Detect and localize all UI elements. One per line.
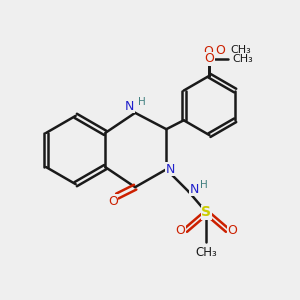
Text: O: O <box>176 224 185 237</box>
Text: H: H <box>200 180 208 190</box>
Text: O: O <box>108 195 118 208</box>
Text: N: N <box>125 100 134 113</box>
Text: S: S <box>202 206 212 219</box>
Text: O: O <box>215 44 225 57</box>
Text: O: O <box>205 52 214 65</box>
Text: CH₃: CH₃ <box>233 54 254 64</box>
Text: CH₃: CH₃ <box>196 246 217 259</box>
Text: N: N <box>166 163 176 176</box>
Text: N: N <box>189 183 199 196</box>
Text: H: H <box>138 98 146 107</box>
Text: O: O <box>204 44 214 58</box>
Text: CH₃: CH₃ <box>230 45 251 56</box>
Text: O: O <box>228 224 238 237</box>
